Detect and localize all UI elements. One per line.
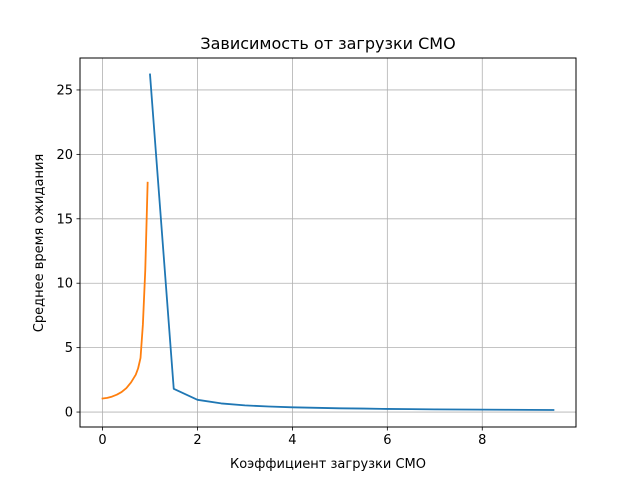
y-tick-label: 25 — [56, 83, 73, 98]
chart-title: Зависимость от загрузки СМО — [200, 34, 455, 53]
y-tick-label: 5 — [65, 341, 73, 356]
series-line-1 — [149, 73, 555, 411]
y-axis-label: Среднее время ожидания — [32, 154, 47, 332]
y-tick-label: 0 — [65, 406, 73, 421]
ticks: 0 2 4 6 8 0 5 10 15 20 25 — [56, 83, 486, 448]
x-axis-label: Коэффициент загрузки СМО — [230, 457, 426, 472]
grid — [80, 58, 576, 427]
x-tick-label: 0 — [98, 433, 106, 448]
x-tick-label: 4 — [288, 433, 296, 448]
y-tick-label: 15 — [56, 212, 73, 227]
series-line-2 — [101, 181, 149, 400]
x-tick-label: 6 — [383, 433, 391, 448]
x-tick-label: 8 — [478, 433, 486, 448]
y-tick-label: 10 — [56, 277, 73, 292]
plot-frame — [79, 57, 577, 428]
y-tick-label: 20 — [56, 148, 73, 163]
x-tick-label: 2 — [193, 433, 201, 448]
series-layer — [101, 73, 555, 411]
